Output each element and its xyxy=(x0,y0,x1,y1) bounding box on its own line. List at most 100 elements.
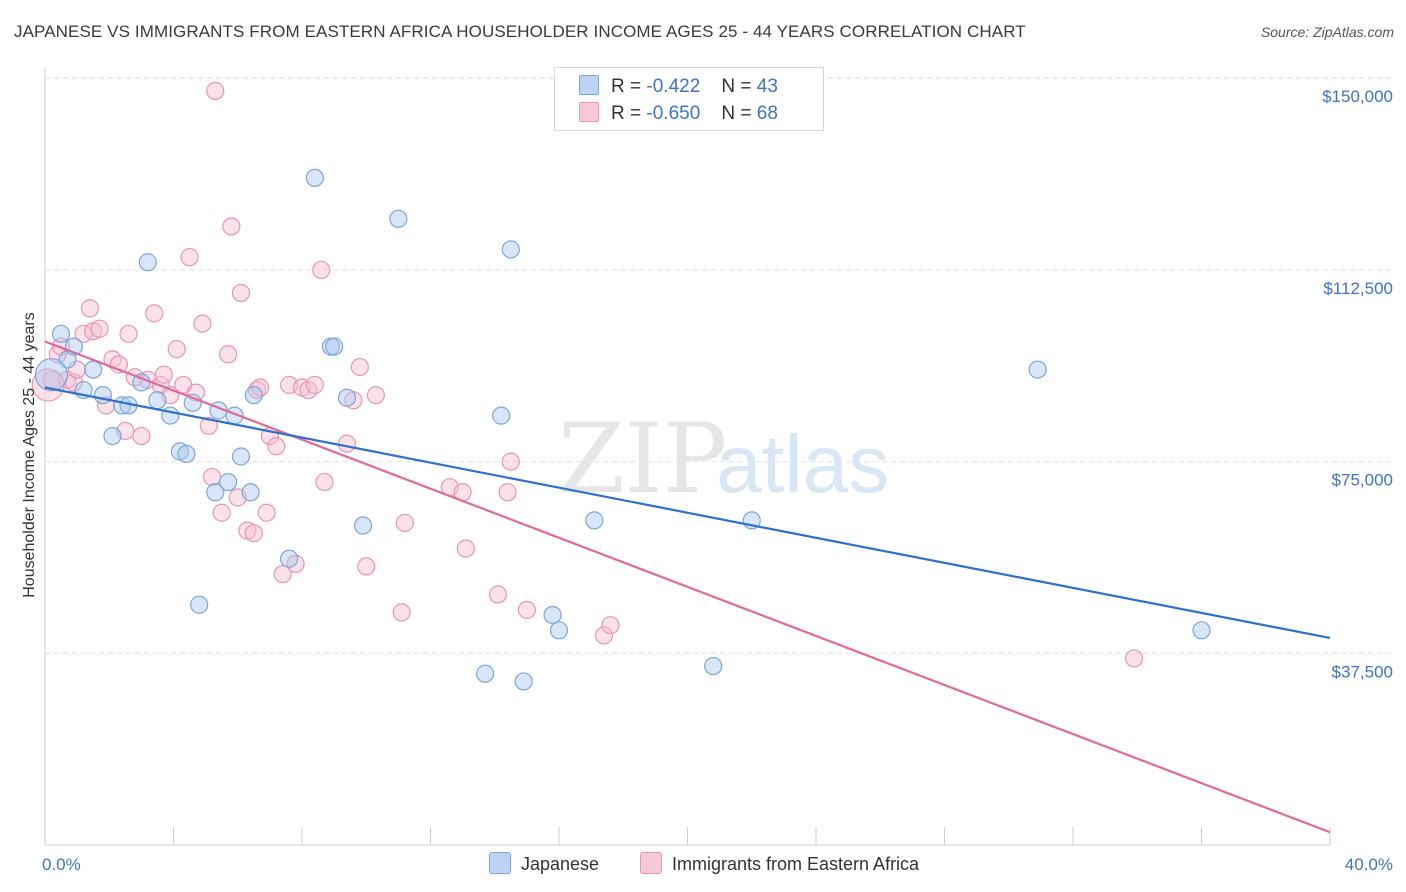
y-tick-label: $112,500 xyxy=(1323,279,1393,298)
legend-swatch-eastern-africa xyxy=(640,852,662,874)
point-japanese xyxy=(241,483,260,502)
trend-lines xyxy=(44,340,1331,834)
point-eastern-africa xyxy=(199,416,218,435)
point-eastern-africa xyxy=(219,345,238,364)
point-japanese xyxy=(543,605,562,625)
point-eastern-africa xyxy=(119,324,138,343)
point-japanese xyxy=(353,516,373,535)
point-eastern-africa xyxy=(392,603,411,622)
point-eastern-africa xyxy=(601,616,620,635)
legend-label-eastern-africa: Immigrants from Eastern Africa xyxy=(672,854,920,874)
legend-row-japanese: R = -0.422 N = 43 xyxy=(579,75,778,99)
point-eastern-africa xyxy=(357,557,376,576)
source-credit: Source: ZipAtlas.com xyxy=(1260,24,1394,40)
point-japanese xyxy=(51,324,71,343)
legend-r-value-eastern-africa: -0.650 xyxy=(646,103,701,124)
point-eastern-africa xyxy=(90,319,109,338)
legend-label-japanese: Japanese xyxy=(521,854,600,874)
legend-swatch-japanese xyxy=(489,852,511,874)
point-eastern-africa xyxy=(247,380,267,400)
point-japanese xyxy=(103,426,122,446)
point-eastern-africa xyxy=(315,472,334,492)
point-japanese xyxy=(514,672,533,691)
x-tick-label-min: 0.0% xyxy=(42,855,81,874)
point-eastern-africa xyxy=(180,248,199,267)
point-eastern-africa xyxy=(488,585,508,604)
point-eastern-africa xyxy=(167,340,186,359)
point-eastern-africa xyxy=(193,314,212,333)
point-japanese xyxy=(177,444,196,464)
point-eastern-africa xyxy=(395,513,414,533)
point-eastern-africa xyxy=(222,217,241,236)
point-eastern-africa xyxy=(1124,649,1144,668)
point-japanese xyxy=(704,656,723,676)
point-japanese xyxy=(337,388,357,407)
legend-r-value-japanese: -0.422 xyxy=(646,76,701,97)
point-japanese xyxy=(148,391,167,410)
point-eastern-africa xyxy=(206,81,225,101)
point-eastern-africa xyxy=(517,600,536,619)
y-tick-label: $75,000 xyxy=(1332,471,1393,490)
point-japanese xyxy=(549,621,569,640)
point-eastern-africa xyxy=(501,452,520,471)
point-eastern-africa xyxy=(80,299,100,318)
legend-n-label: N = xyxy=(721,103,752,124)
watermark: ZIP atlas xyxy=(558,403,889,515)
watermark-zip: ZIP xyxy=(558,403,727,515)
point-eastern-africa xyxy=(498,483,517,502)
point-eastern-africa xyxy=(154,365,173,384)
stats-legend: R = -0.422 N = 43 R = -0.650 N = 68 xyxy=(554,67,824,131)
legend-item-eastern-africa[interactable]: Immigrants from Eastern Africa xyxy=(640,852,919,875)
y-tick-label: $37,500 xyxy=(1332,662,1393,681)
axes xyxy=(44,68,1331,846)
point-japanese xyxy=(325,337,344,356)
point-japanese xyxy=(501,240,520,259)
gridlines xyxy=(45,77,1395,654)
trend-line-japanese xyxy=(44,386,1331,640)
point-eastern-africa xyxy=(456,539,475,558)
point-japanese xyxy=(219,472,238,492)
y-tick-label: $150,000 xyxy=(1322,87,1393,106)
series-legend: Japanese Immigrants from Eastern Africa xyxy=(0,852,1406,878)
point-japanese xyxy=(206,483,225,502)
point-japanese xyxy=(84,360,103,379)
legend-swatch-eastern-africa xyxy=(579,102,599,122)
point-japanese xyxy=(1192,621,1211,640)
point-eastern-africa xyxy=(145,304,164,323)
point-eastern-africa xyxy=(231,283,251,303)
point-eastern-africa xyxy=(257,503,276,522)
point-japanese xyxy=(190,595,209,614)
legend-item-japanese[interactable]: Japanese xyxy=(489,852,599,875)
point-eastern-africa xyxy=(366,386,385,405)
point-japanese xyxy=(280,549,299,568)
x-tick-label-max: 40.0% xyxy=(1345,855,1393,874)
point-japanese xyxy=(244,386,263,405)
point-eastern-africa xyxy=(594,626,614,645)
chart-title: JAPANESE VS IMMIGRANTS FROM EASTERN AFRI… xyxy=(14,22,1026,41)
watermark-atlas: atlas xyxy=(716,419,889,510)
point-eastern-africa xyxy=(244,524,263,543)
point-japanese xyxy=(585,511,604,530)
legend-row-eastern-africa: R = -0.650 N = 68 xyxy=(579,102,778,126)
point-japanese xyxy=(93,386,112,405)
legend-n-value-eastern-africa: 68 xyxy=(756,103,778,124)
point-eastern-africa xyxy=(267,437,286,456)
legend-n-label: N = xyxy=(721,76,752,97)
point-eastern-africa xyxy=(337,434,357,453)
series-japanese-points xyxy=(34,168,1211,691)
tick-labels: $37,500 $75,000 $112,500 $150,000 0.0% 40.0% xyxy=(42,87,1393,874)
y-axis-label: Householder Income Ages 25 - 44 years xyxy=(21,312,38,598)
point-japanese xyxy=(476,664,495,683)
series-eastern-africa-points xyxy=(31,81,1144,668)
point-eastern-africa xyxy=(350,357,369,377)
point-japanese xyxy=(138,253,157,272)
point-eastern-africa xyxy=(273,564,292,584)
point-japanese xyxy=(305,168,324,188)
legend-n-value-japanese: 43 xyxy=(756,76,778,97)
legend-r-label: R = xyxy=(611,76,642,97)
legend-swatch-japanese xyxy=(579,75,599,95)
point-japanese xyxy=(492,406,511,425)
point-japanese xyxy=(231,447,251,466)
point-japanese xyxy=(1028,360,1047,379)
